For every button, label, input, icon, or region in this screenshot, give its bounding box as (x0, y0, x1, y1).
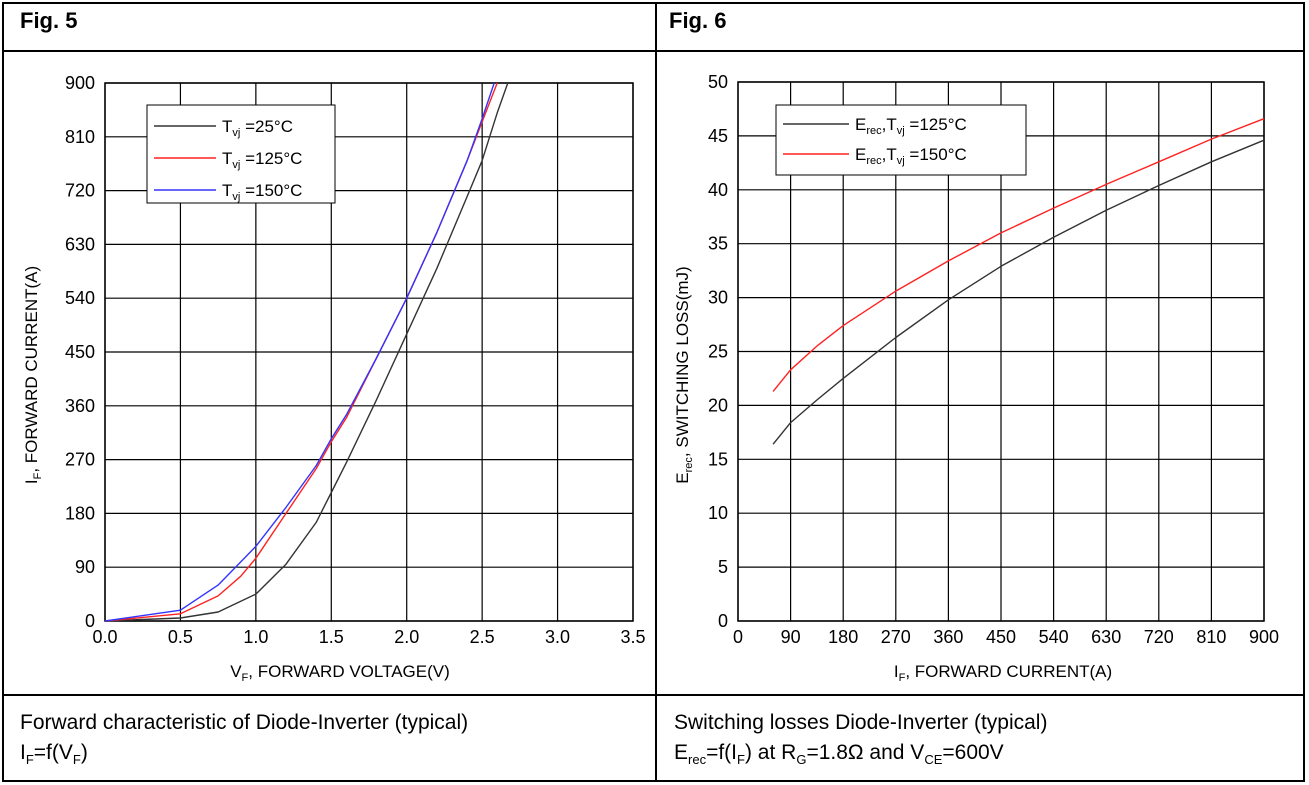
fig6-caption-formula: Erec=f(IF) at RG=1.8Ω and VCE=600V (674, 741, 1004, 768)
c1-x-tick-label: 0.5 (168, 627, 193, 647)
c1-y-tick-label: 0 (85, 611, 95, 631)
c1-series-1-line (104, 82, 509, 622)
chart2-series (772, 118, 1265, 445)
column-divider (655, 4, 657, 780)
c1-series-3-line (104, 82, 495, 622)
fig5-label: Fig. 5 (20, 8, 78, 33)
fig6-label: Fig. 6 (669, 8, 727, 33)
c2-x-tick-label: 900 (1249, 627, 1279, 647)
c1-x-tick-label: 2.0 (394, 627, 419, 647)
c2-x-tick-label: 810 (1196, 627, 1226, 647)
c1-y-tick-label: 540 (65, 288, 95, 308)
c2-legend-label-2: Erec,Tvj =150°C (855, 145, 967, 167)
c2-x-tick-label: 0 (733, 627, 743, 647)
c2-y-tick-label: 15 (708, 449, 728, 469)
chart2-x-axis-label: IF, FORWARD CURRENT(A) (894, 662, 1112, 684)
c2-y-tick-label: 20 (708, 395, 728, 415)
chart1-y-axis-label: IF, FORWARD CURRENT(A) (22, 266, 44, 484)
c1-y-tick-label: 180 (65, 503, 95, 523)
chart1-grid (104, 82, 634, 622)
c2-x-tick-label: 270 (881, 627, 911, 647)
fig5-caption-line1: Forward characteristic of Diode-Inverter… (20, 711, 469, 734)
c1-y-tick-label: 810 (65, 127, 95, 147)
c2-x-tick-label: 360 (933, 627, 963, 647)
c2-y-tick-label: 10 (708, 503, 728, 523)
c2-x-tick-label: 450 (986, 627, 1016, 647)
c2-y-tick-label: 35 (708, 234, 728, 254)
c1-legend-label-3: Tvj =150°C (222, 181, 302, 203)
c1-y-tick-label: 270 (65, 450, 95, 470)
chart1-tick-labels: 0.0 0.5 1.0 1.5 2.0 2.5 3.0 3.5 0 90 180 270 360 450 5… (65, 73, 646, 647)
c2-x-tick-label: 630 (1091, 627, 1121, 647)
c2-y-tick-label: 40 (708, 180, 728, 200)
switching-losses-chart: Erec,Tvj =125°C Erec,Tvj =150°C 0 90 180 270… (673, 72, 1279, 684)
c1-y-tick-label: 720 (65, 181, 95, 201)
chart1-legend-box (146, 104, 336, 204)
chart2-legend-box (775, 104, 1027, 176)
c1-y-tick-label: 900 (65, 73, 95, 93)
c2-y-tick-label: 45 (708, 126, 728, 146)
fig6-caption: Switching losses Diode-Inverter (typical… (674, 708, 1047, 775)
c2-y-tick-label: 25 (708, 342, 728, 362)
c1-legend-label-1: Tvj =25°C (222, 117, 293, 139)
c1-y-tick-label: 630 (65, 234, 95, 254)
c2-y-tick-label: 30 (708, 288, 728, 308)
c2-y-tick-label: 50 (708, 72, 728, 92)
c1-x-tick-label: 3.5 (620, 627, 645, 647)
header-divider (4, 50, 1303, 52)
c1-x-tick-label: 0.0 (92, 627, 117, 647)
c1-x-tick-label: 3.0 (545, 627, 570, 647)
c2-x-tick-label: 720 (1144, 627, 1174, 647)
chart1-legend: Tvj =25°C Tvj =125°C Tvj =150°C (146, 104, 336, 204)
c2-series-2-line (772, 118, 1265, 392)
fig5-caption: Forward characteristic of Diode-Inverter… (20, 708, 468, 775)
c1-y-tick-label: 450 (65, 342, 95, 362)
c1-legend-label-2: Tvj =125°C (222, 149, 302, 171)
chart2-legend: Erec,Tvj =125°C Erec,Tvj =150°C (775, 104, 1027, 176)
c2-series-1-line (772, 139, 1265, 445)
c2-x-tick-label: 540 (1039, 627, 1069, 647)
c2-y-tick-label: 5 (718, 557, 728, 577)
c2-legend-label-1: Erec,Tvj =125°C (855, 115, 967, 137)
fig5-caption-formula: IF=f(VF) (20, 741, 88, 768)
chart2-tick-labels: 0 90 180 270 360 450 540 630 720 810 900 0 5 10 15 20 25… (708, 72, 1279, 647)
fig6-caption-line1: Switching losses Diode-Inverter (typical… (674, 711, 1048, 734)
c1-x-tick-label: 2.5 (470, 627, 495, 647)
c2-y-tick-label: 0 (718, 611, 728, 631)
c1-y-tick-label: 360 (65, 396, 95, 416)
c2-x-tick-label: 180 (828, 627, 858, 647)
chart2-y-axis-label: Erec, SWITCHING LOSS(mJ) (673, 266, 695, 483)
caption-divider (4, 694, 1303, 696)
c1-y-tick-label: 90 (75, 557, 95, 577)
chart1-series (104, 82, 509, 622)
c2-x-tick-label: 90 (781, 627, 801, 647)
c1-x-tick-label: 1.0 (243, 627, 268, 647)
forward-characteristic-chart: Tvj =25°C Tvj =125°C Tvj =150°C 0.0 0.5 1.0 1… (22, 73, 646, 684)
c1-x-tick-label: 1.5 (319, 627, 344, 647)
chart1-x-axis-label: VF, FORWARD VOLTAGE(V) (230, 662, 450, 684)
